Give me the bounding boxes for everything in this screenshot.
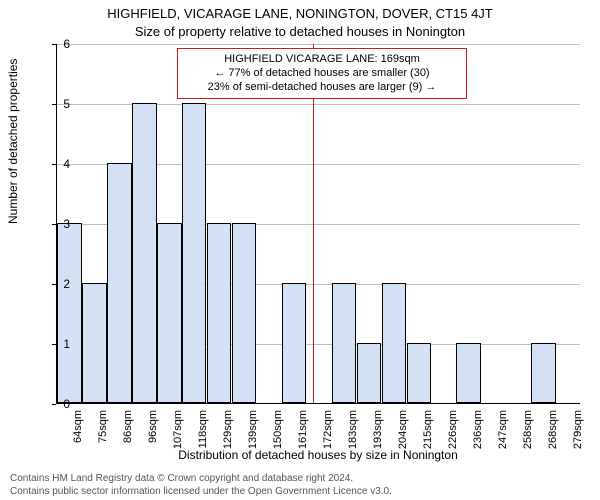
annotation-line2: ← 77% of detached houses are smaller (30… [186,67,458,81]
histogram-bar [282,283,306,403]
histogram-bar [357,343,381,403]
histogram-bar [57,223,81,403]
x-tick-label: 193sqm [372,410,384,460]
y-tick-mark [52,284,56,285]
annotation-line1: HIGHFIELD VICARAGE LANE: 169sqm [186,53,458,67]
y-tick-mark [52,164,56,165]
y-tick-mark [52,404,56,405]
x-tick-label: 172sqm [322,410,334,460]
histogram-bar [456,343,480,403]
x-tick-label: 139sqm [247,410,259,460]
x-tick-label: 268sqm [547,410,559,460]
x-tick-label: 86sqm [122,410,134,460]
x-tick-label: 107sqm [172,410,184,460]
x-tick-label: 183sqm [347,410,359,460]
x-tick-label: 150sqm [272,410,284,460]
histogram-bar [332,283,356,403]
x-tick-label: 215sqm [422,410,434,460]
x-tick-label: 226sqm [447,410,459,460]
x-tick-label: 258sqm [522,410,534,460]
x-tick-label: 247sqm [497,410,509,460]
plot-area: HIGHFIELD VICARAGE LANE: 169sqm ← 77% of… [56,44,580,404]
histogram-bar [107,163,131,403]
y-tick-mark [52,104,56,105]
x-tick-label: 236sqm [472,410,484,460]
chart-title-line1: HIGHFIELD, VICARAGE LANE, NONINGTON, DOV… [0,6,600,21]
annotation-box: HIGHFIELD VICARAGE LANE: 169sqm ← 77% of… [177,48,467,99]
gridline [57,44,580,45]
x-tick-label: 129sqm [222,410,234,460]
histogram-bar [407,343,431,403]
x-tick-label: 279sqm [572,410,584,460]
x-tick-label: 75sqm [97,410,109,460]
chart-title-line2: Size of property relative to detached ho… [0,24,600,39]
x-tick-label: 64sqm [72,410,84,460]
footer-attribution: Contains HM Land Registry data © Crown c… [10,473,392,498]
histogram-bar [182,103,206,403]
histogram-bar [132,103,156,403]
histogram-bar [232,223,256,403]
y-tick-mark [52,224,56,225]
histogram-bar [157,223,181,403]
y-tick-mark [52,44,56,45]
x-tick-label: 118sqm [197,410,209,460]
footer-line1: Contains HM Land Registry data © Crown c… [10,473,392,486]
x-tick-label: 204sqm [397,410,409,460]
annotation-line3: 23% of semi-detached houses are larger (… [186,81,458,95]
histogram-bar [531,343,555,403]
histogram-bar [382,283,406,403]
y-tick-mark [52,344,56,345]
histogram-chart: HIGHFIELD, VICARAGE LANE, NONINGTON, DOV… [0,0,600,500]
histogram-bar [207,223,231,403]
y-axis-label: Number of detached properties [6,59,20,224]
footer-line2: Contains public sector information licen… [10,486,392,499]
x-tick-label: 161sqm [297,410,309,460]
x-tick-label: 96sqm [147,410,159,460]
histogram-bar [82,283,106,403]
